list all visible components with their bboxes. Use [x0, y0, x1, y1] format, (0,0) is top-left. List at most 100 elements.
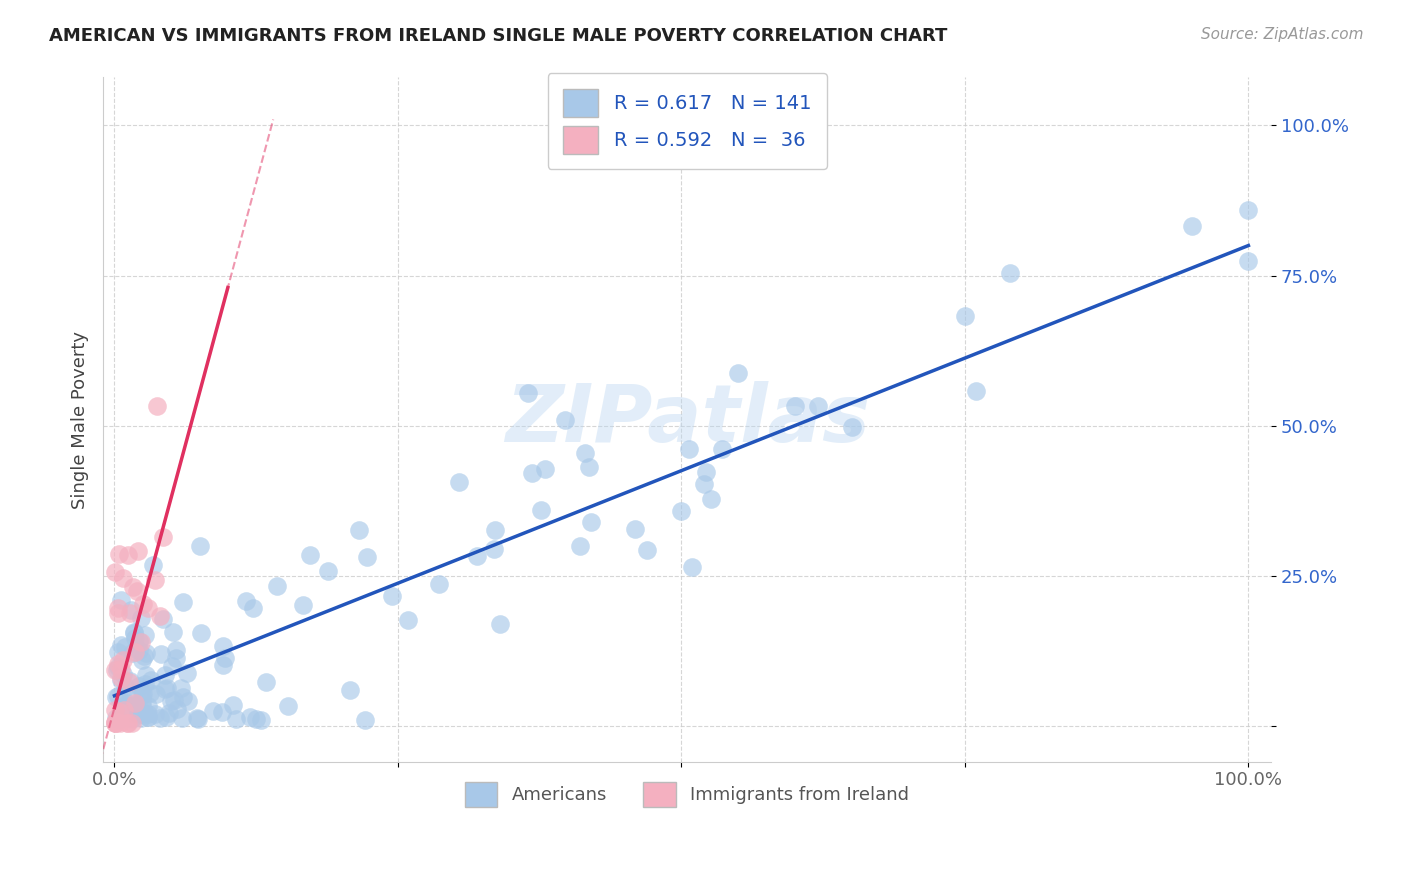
Point — [115, 696, 138, 710]
Point — [117, 706, 139, 720]
Point — [516, 385, 538, 400]
Point — [111, 653, 134, 667]
Point — [347, 523, 370, 537]
Point — [172, 595, 194, 609]
Point — [155, 681, 177, 696]
Point — [122, 626, 145, 640]
Point — [104, 715, 127, 730]
Point — [1237, 254, 1260, 268]
Point — [266, 579, 288, 593]
Point — [484, 524, 506, 538]
Point — [554, 413, 576, 427]
Point — [235, 594, 257, 608]
Point — [465, 549, 488, 563]
Point — [120, 603, 142, 617]
Point — [277, 699, 299, 714]
Point — [108, 547, 131, 561]
Point — [104, 711, 127, 725]
Point — [142, 558, 165, 572]
Point — [170, 681, 193, 695]
Point — [186, 711, 208, 725]
Point — [143, 706, 166, 721]
Point — [165, 643, 187, 657]
Point — [166, 702, 188, 716]
Point — [139, 673, 162, 688]
Point — [134, 628, 156, 642]
Point — [111, 699, 134, 714]
Point — [965, 384, 987, 398]
Point — [136, 710, 159, 724]
Point — [145, 687, 167, 701]
Point — [211, 705, 233, 719]
Point — [132, 701, 155, 715]
Point — [121, 715, 143, 730]
Point — [239, 710, 262, 724]
Point — [108, 713, 131, 727]
Point — [138, 601, 160, 615]
Point — [128, 679, 150, 693]
Point — [152, 612, 174, 626]
Point — [225, 713, 247, 727]
Point — [107, 690, 129, 704]
Point — [356, 550, 378, 565]
Point — [242, 600, 264, 615]
Point — [1181, 219, 1204, 233]
Point — [134, 677, 156, 691]
Point — [636, 543, 658, 558]
Point — [1000, 266, 1022, 280]
Point — [165, 650, 187, 665]
Point — [117, 715, 139, 730]
Point — [146, 399, 169, 413]
Point — [112, 703, 135, 717]
Point — [120, 690, 142, 704]
Text: ZIPatlas: ZIPatlas — [505, 381, 870, 458]
Point — [124, 631, 146, 645]
Point — [105, 663, 128, 677]
Point — [110, 715, 132, 730]
Point — [153, 667, 176, 681]
Point — [298, 548, 321, 562]
Point — [104, 663, 127, 677]
Point — [806, 399, 828, 413]
Point — [107, 657, 129, 672]
Point — [131, 694, 153, 708]
Point — [118, 699, 141, 714]
Point — [104, 703, 127, 717]
Point — [188, 539, 211, 553]
Point — [177, 694, 200, 708]
Point — [678, 442, 700, 456]
Point — [202, 704, 225, 718]
Point — [292, 599, 315, 613]
Point — [128, 634, 150, 648]
Point — [578, 459, 600, 474]
Point — [381, 589, 404, 603]
Point — [569, 539, 592, 553]
Point — [124, 704, 146, 718]
Point — [128, 643, 150, 657]
Point — [117, 548, 139, 562]
Point — [118, 674, 141, 689]
Point — [118, 674, 141, 689]
Point — [104, 566, 127, 580]
Point — [117, 715, 139, 730]
Point — [212, 639, 235, 653]
Point — [131, 653, 153, 667]
Point — [212, 658, 235, 673]
Text: AMERICAN VS IMMIGRANTS FROM IRELAND SINGLE MALE POVERTY CORRELATION CHART: AMERICAN VS IMMIGRANTS FROM IRELAND SING… — [49, 27, 948, 45]
Point — [112, 570, 135, 584]
Point — [222, 698, 245, 713]
Point — [353, 713, 375, 727]
Point — [128, 707, 150, 722]
Point — [681, 559, 703, 574]
Point — [159, 694, 181, 708]
Point — [114, 640, 136, 655]
Point — [104, 715, 127, 730]
Point — [695, 465, 717, 479]
Point — [124, 705, 146, 719]
Point — [176, 665, 198, 680]
Point — [127, 583, 149, 598]
Point — [160, 659, 183, 673]
Point — [530, 503, 553, 517]
Point — [120, 699, 142, 714]
Point — [245, 712, 267, 726]
